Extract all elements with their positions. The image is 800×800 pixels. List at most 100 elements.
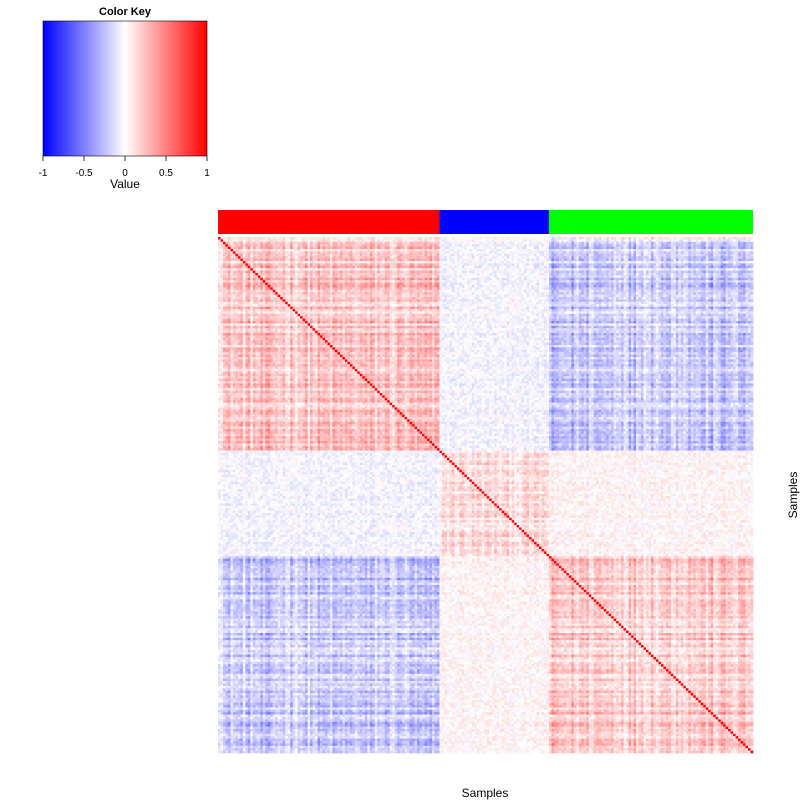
heatmap-cell	[359, 282, 363, 286]
heatmap-cell	[529, 268, 532, 271]
heatmap-cell	[387, 282, 391, 286]
heatmap-cell	[469, 285, 473, 288]
heatmap-cell	[568, 249, 572, 252]
heatmap-cell	[409, 287, 413, 291]
heatmap-cell	[486, 275, 490, 279]
heatmap-cell	[364, 275, 368, 279]
heatmap-cell	[616, 258, 619, 262]
heatmap-cell	[641, 275, 644, 279]
heatmap-cell	[626, 282, 629, 286]
heatmap-cell	[414, 249, 418, 252]
heatmap-cell	[474, 268, 478, 271]
heatmap-cell	[367, 263, 371, 267]
heatmap-cell	[230, 256, 234, 259]
heatmap-cell	[561, 285, 565, 288]
heatmap-cell	[675, 280, 679, 283]
heatmap-cell	[655, 241, 659, 245]
heatmap-cell	[307, 270, 311, 274]
heatmap-cell	[668, 261, 672, 264]
heatmap-cell	[237, 256, 241, 259]
heatmap-cell	[650, 263, 654, 267]
heatmap-cell	[377, 277, 381, 281]
heatmap-cell	[412, 277, 415, 281]
heatmap-cell	[218, 273, 221, 276]
heatmap-cell	[501, 265, 505, 269]
heatmap-cell	[750, 275, 754, 279]
heatmap-cell	[466, 280, 470, 283]
heatmap-cell	[668, 273, 672, 276]
heatmap-cell	[436, 273, 440, 276]
heatmap-cell	[412, 251, 415, 255]
heatmap-cell	[387, 273, 391, 276]
heatmap-cell	[302, 287, 306, 291]
heatmap-cell	[295, 239, 298, 243]
heatmap-cell	[220, 287, 224, 291]
heatmap-cell	[446, 263, 450, 267]
heatmap-cell	[315, 287, 318, 291]
heatmap-cell	[379, 246, 383, 250]
heatmap-cell	[444, 282, 448, 286]
heatmap-cell	[387, 237, 391, 240]
heatmap-cell	[683, 241, 687, 245]
heatmap-cell	[504, 277, 507, 281]
heatmap-cell	[352, 244, 356, 247]
heatmap-cell	[491, 253, 495, 257]
heatmap-cell	[725, 246, 729, 250]
heatmap-cell	[648, 270, 652, 274]
heatmap-cell	[628, 265, 632, 269]
heatmap-cell	[432, 253, 435, 257]
heatmap-cell	[693, 244, 697, 247]
heatmap-cell	[541, 253, 545, 257]
heatmap-cell	[374, 239, 378, 243]
heatmap-cell	[327, 256, 331, 259]
heatmap-cell	[601, 268, 605, 271]
heatmap-cell	[265, 241, 269, 245]
heatmap-cell	[466, 277, 470, 281]
heatmap-cell	[232, 256, 236, 259]
heatmap-cell	[591, 239, 595, 243]
heatmap-cell	[255, 275, 259, 279]
heatmap-cell	[334, 280, 338, 283]
heatmap-cell	[710, 280, 714, 283]
heatmap-cell	[344, 275, 348, 279]
heatmap-cell	[227, 251, 231, 255]
heatmap-cell	[469, 277, 473, 281]
heatmap-cell	[509, 241, 512, 245]
heatmap-cell	[556, 289, 560, 293]
heatmap-cell	[397, 237, 400, 240]
heatmap-cell	[524, 273, 527, 276]
heatmap-cell	[320, 270, 323, 274]
heatmap-cell	[369, 263, 373, 267]
heatmap-cell	[516, 285, 520, 288]
heatmap-cell	[419, 289, 423, 293]
heatmap-cell	[558, 289, 562, 293]
heatmap-cell	[683, 270, 687, 274]
heatmap-cell	[720, 251, 724, 255]
heatmap-cell	[479, 253, 483, 257]
heatmap-cell	[598, 256, 602, 259]
heatmap-cell	[451, 287, 455, 291]
heatmap-cell	[434, 258, 438, 262]
heatmap-cell	[713, 261, 717, 264]
heatmap-cell	[653, 285, 657, 288]
heatmap-cell	[265, 256, 269, 259]
heatmap-cell	[578, 246, 582, 250]
heatmap-cell	[377, 244, 381, 247]
heatmap-cell	[277, 292, 281, 295]
heatmap-cell	[524, 261, 527, 264]
heatmap-cell	[218, 251, 221, 255]
heatmap-cell	[357, 249, 361, 252]
heatmap-cell	[641, 273, 644, 276]
heatmap-cell	[451, 256, 455, 259]
heatmap-cell	[553, 289, 557, 293]
heatmap-cell	[718, 263, 721, 267]
heatmap-cell	[312, 249, 316, 252]
heatmap-cell	[573, 258, 577, 262]
heatmap-cell	[402, 258, 405, 262]
heatmap-cell	[713, 275, 717, 279]
heatmap-cell	[680, 268, 684, 271]
heatmap-cell	[623, 253, 627, 257]
heatmap-cell	[282, 241, 286, 245]
heatmap-cell	[655, 244, 659, 247]
heatmap-cell	[521, 249, 525, 252]
